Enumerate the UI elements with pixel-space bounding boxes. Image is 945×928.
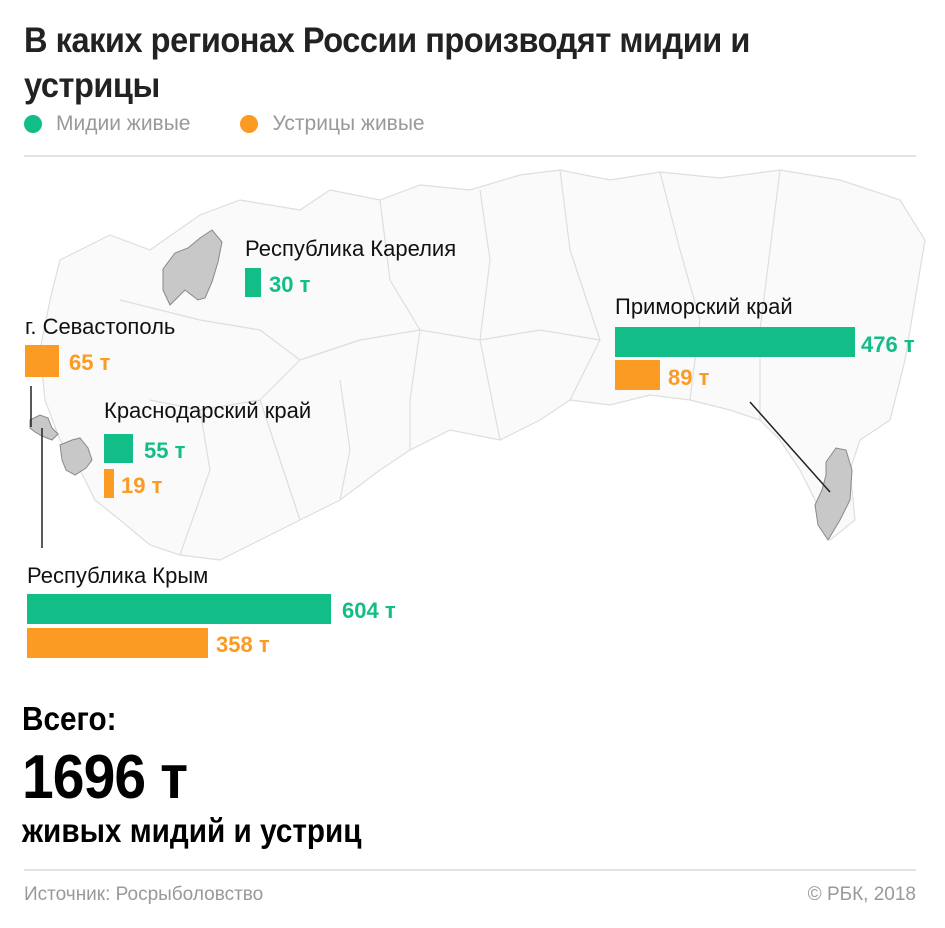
oysters-dot-icon	[240, 115, 259, 133]
primorsky-leader-line	[749, 401, 831, 493]
primorsky-oysters-value: 89 т	[668, 365, 710, 390]
total-subtitle: живых мидий и устриц	[22, 812, 362, 849]
region-label-crimea: Республика Крым	[27, 563, 209, 588]
legend-item-oysters: Устрицы живые	[240, 112, 425, 136]
karelia-mussels-bar	[245, 268, 261, 297]
region-label-karelia: Республика Карелия	[245, 236, 457, 261]
karelia-region	[162, 229, 223, 306]
copyright-text: © РБК, 2018	[807, 884, 916, 905]
total-label: Всего:	[22, 700, 117, 737]
krasnodar-region	[59, 437, 93, 476]
primorsky-mussels-value: 476 т	[861, 332, 915, 357]
legend-item-mussels: Мидии живые	[24, 112, 190, 136]
region-label-primorsky: Приморский край	[615, 294, 793, 319]
divider	[24, 155, 916, 157]
crimea-oysters-value: 358 т	[216, 632, 270, 657]
legend: Мидии живые Устрицы живые	[24, 112, 475, 136]
krasnodar-mussels-bar	[104, 434, 133, 463]
crimea-oysters-bar	[27, 628, 208, 658]
legend-label: Мидии живые	[56, 112, 191, 135]
karelia-mussels-value: 30 т	[269, 272, 311, 297]
primorsky-mussels-bar	[615, 327, 855, 357]
source-text: Источник: Росрыболовство	[24, 884, 264, 905]
chart-title: В каких регионах России производят мидии…	[24, 21, 750, 105]
total-value: 1696 т	[22, 743, 188, 812]
crimea-region	[29, 414, 59, 441]
region-label-sevastopol: г. Севастополь	[25, 314, 176, 339]
sevastopol-oysters-value: 65 т	[69, 350, 111, 375]
primorsky-oysters-bar	[615, 360, 660, 390]
footer-divider	[24, 869, 916, 871]
russia-map	[29, 169, 926, 561]
mussels-dot-icon	[24, 115, 42, 133]
crimea-mussels-value: 604 т	[342, 598, 396, 623]
legend-label: Устрицы живые	[272, 112, 425, 135]
crimea-mussels-bar	[27, 594, 331, 624]
krasnodar-oysters-bar	[104, 469, 114, 498]
krasnodar-mussels-value: 55 т	[144, 438, 186, 463]
krasnodar-oysters-value: 19 т	[121, 473, 163, 498]
region-label-krasnodar: Краснодарский край	[104, 398, 312, 423]
primorsky-region	[814, 447, 853, 541]
sevastopol-oysters-bar	[25, 345, 59, 377]
